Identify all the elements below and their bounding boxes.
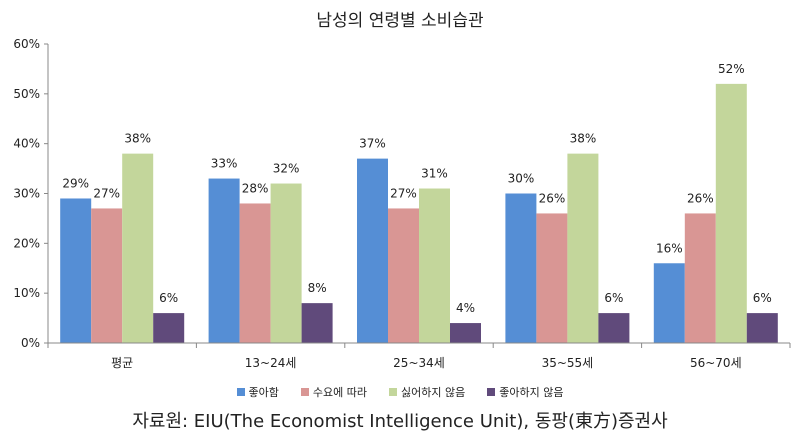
- legend-label: 좋아하지 않음: [499, 386, 564, 399]
- data-label: 31%: [421, 167, 448, 181]
- data-label: 52%: [718, 62, 745, 76]
- data-label: 38%: [570, 132, 597, 146]
- data-label: 37%: [359, 137, 386, 151]
- bar: [208, 178, 240, 343]
- bar: [419, 188, 450, 343]
- data-label: 27%: [93, 186, 120, 200]
- legend-label: 좋아함: [248, 386, 279, 399]
- data-label: 32%: [273, 162, 300, 176]
- bar: [450, 323, 481, 343]
- x-tick-label: 56~70세: [690, 356, 742, 370]
- data-label: 27%: [390, 186, 417, 200]
- bar: [598, 313, 630, 343]
- data-label: 6%: [604, 291, 623, 305]
- data-label: 30%: [508, 172, 535, 186]
- bar: [122, 153, 154, 343]
- bar: [153, 313, 185, 343]
- bar: [746, 313, 778, 343]
- x-tick-label: 13~24세: [245, 356, 297, 370]
- legend: 좋아함 수요에 따라 싫어하지 않음 좋아하지 않음: [0, 384, 800, 400]
- data-label: 8%: [308, 281, 327, 295]
- legend-item: 좋아함: [236, 384, 279, 400]
- bar: [301, 303, 333, 343]
- data-label: 29%: [62, 176, 89, 190]
- bar: [91, 208, 123, 343]
- y-tick-label: 30%: [13, 187, 40, 201]
- x-axis: 평균 13~24세 25~34세 35~55세 56~70세: [47, 342, 791, 370]
- source-note: 자료원: EIU(The Economist Intelligence Unit…: [132, 411, 668, 432]
- y-axis: 0% 10% 20% 30% 40% 50% 60%: [13, 37, 49, 350]
- bar: [357, 158, 388, 343]
- bar: [505, 193, 537, 343]
- bar: [715, 83, 747, 343]
- data-label: 4%: [456, 301, 475, 315]
- y-tick-label: 10%: [13, 286, 40, 300]
- data-label: 6%: [753, 291, 772, 305]
- bar: [653, 263, 685, 343]
- data-labels: 29% 27% 38% 6% 33% 28% 32% 8% 37% 27% 31% 4% 30% 26% 3…: [62, 62, 771, 315]
- data-label: 26%: [539, 191, 566, 205]
- y-tick-label: 20%: [13, 236, 40, 250]
- x-tick-label: 35~55세: [542, 356, 594, 370]
- x-tick-label: 25~34세: [393, 356, 445, 370]
- bars: [60, 83, 778, 343]
- bar: [388, 208, 419, 343]
- bar: [270, 183, 302, 343]
- data-label: 16%: [656, 241, 683, 255]
- bar: [239, 203, 271, 343]
- legend-item: 수요에 따라: [300, 384, 368, 400]
- chart-title: 남성의 연령별 소비습관: [316, 11, 484, 31]
- legend-item: 싫어하지 않음: [389, 384, 465, 400]
- data-label: 28%: [242, 181, 269, 195]
- chart: 0% 10% 20% 30% 40% 50% 60% 29% 27% 38% 6% 33% 28% 32…: [13, 37, 791, 370]
- legend-swatch: [236, 388, 245, 396]
- data-label: 26%: [687, 191, 714, 205]
- y-tick-label: 40%: [13, 137, 40, 151]
- bar: [536, 213, 568, 343]
- y-tick-label: 0%: [21, 336, 40, 350]
- legend-label: 싫어하지 않음: [401, 386, 466, 399]
- y-tick-label: 50%: [13, 87, 40, 101]
- legend-label: 수요에 따라: [312, 386, 368, 399]
- legend-swatch: [300, 388, 309, 396]
- legend-item: 좋아하지 않음: [487, 384, 563, 400]
- bar: [60, 198, 92, 343]
- y-tick-label: 60%: [13, 37, 40, 51]
- data-label: 38%: [124, 132, 151, 146]
- legend-swatch: [487, 388, 496, 396]
- data-label: 6%: [159, 291, 178, 305]
- bar: [567, 153, 599, 343]
- legend-swatch: [389, 388, 398, 396]
- x-tick-label: 평균: [111, 356, 133, 370]
- bar: [684, 213, 716, 343]
- data-label: 33%: [211, 157, 238, 171]
